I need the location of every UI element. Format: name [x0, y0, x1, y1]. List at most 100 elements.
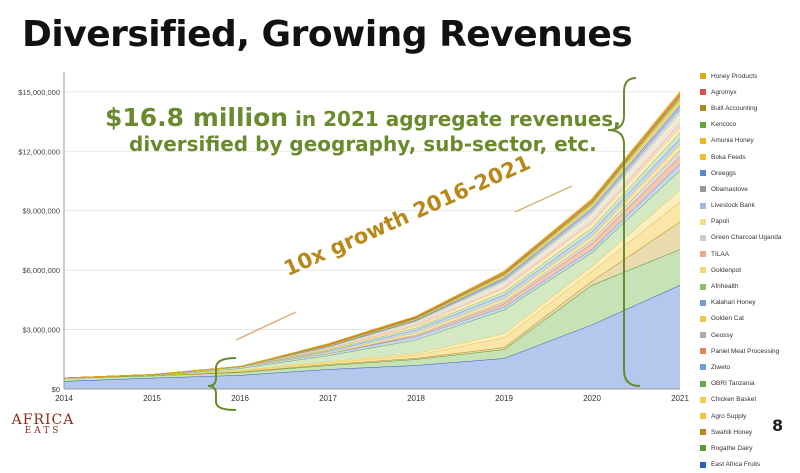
legend-entry: Amunia Honey: [700, 133, 800, 149]
legend-entry: Green Charcoal Uganda: [700, 230, 800, 246]
x-tick-label: 2017: [319, 394, 337, 403]
x-tick-label: 2019: [495, 394, 513, 403]
legend-swatch: [700, 154, 706, 161]
legend-entry: Honey Products: [700, 68, 800, 84]
legend-entry: Papoli: [700, 214, 800, 230]
legend-label: Agromyx: [711, 88, 737, 96]
legend-swatch: [700, 445, 706, 452]
legend-swatch: [700, 89, 706, 96]
legend-label: Geossy: [711, 331, 734, 339]
stacked-areas: [63, 91, 681, 389]
legend-label: Livestock Bank: [711, 202, 755, 210]
legend-entry: East Africa Fruits: [700, 457, 800, 473]
legend-entry: Paniel Meat Processing: [700, 343, 800, 359]
legend-label: East Africa Fruits: [711, 461, 761, 469]
growth-arrow-line-right: [514, 185, 573, 213]
legend-swatch: [700, 315, 706, 322]
legend-swatch: [700, 251, 706, 258]
logo-top-text: AFRICA: [11, 412, 75, 428]
callout-amount: $16.8 million: [105, 103, 289, 132]
y-tick-label: $15,000,000: [18, 88, 60, 97]
legend-swatch: [700, 73, 706, 80]
legend-entry: Rogathe Dairy: [700, 440, 800, 456]
bracket-2021: [607, 77, 641, 387]
callout-line-2: diversified by geography, sub-sector, et…: [129, 132, 597, 156]
legend-swatch: [700, 461, 706, 468]
legend-label: Boka Feeds: [711, 153, 746, 161]
y-tick-label: $6,000,000: [22, 266, 60, 275]
page-number: 8: [772, 416, 784, 435]
legend-label: Oreeggs: [711, 169, 736, 177]
legend-swatch: [700, 267, 706, 274]
legend-entry: Livestock Bank: [700, 198, 800, 214]
legend-entry: Afrihealth: [700, 278, 800, 294]
legend-entry: Geossy: [700, 327, 800, 343]
y-tick-label: $12,000,000: [18, 147, 60, 156]
revenue-area-chart: $0 $3,000,000 $6,000,000 $9,000,000 $12,000,…: [18, 72, 689, 411]
legend-label: Kalahari Honey: [711, 299, 756, 307]
legend-label: Chicken Basket: [711, 396, 757, 404]
legend-label: Obamastove: [711, 185, 748, 193]
legend-label: Rogathe Dairy: [711, 444, 753, 452]
legend-swatch: [700, 121, 706, 128]
chart-annotations: [207, 77, 641, 411]
legend-swatch: [700, 105, 706, 112]
legend-label: Agro Supply: [711, 412, 747, 420]
x-tick-label: 2014: [55, 394, 73, 403]
x-tick-label: 2021: [671, 394, 689, 403]
legend-label: TILAA: [711, 250, 730, 258]
legend-entry: Chicken Basket: [700, 392, 800, 408]
logo-bottom-text: EATS: [24, 426, 62, 436]
legend-entry: Ziweto: [700, 359, 800, 375]
revenue-callout: $16.8 million in 2021 aggregate revenues…: [105, 103, 621, 156]
y-tick-label: $3,000,000: [22, 326, 60, 335]
legend-label: Built Accounting: [711, 104, 758, 112]
x-tick-label: 2015: [143, 394, 161, 403]
legend-swatch: [700, 170, 706, 177]
legend-label: Swahili Honey: [711, 428, 753, 436]
x-tick-label: 2018: [407, 394, 425, 403]
growth-arrow-line-left: [235, 311, 297, 341]
area-series: [64, 249, 680, 382]
legend-swatch: [700, 332, 706, 339]
legend-swatch: [700, 364, 706, 371]
legend-swatch: [700, 429, 706, 436]
legend-entry: Agro Supply: [700, 408, 800, 424]
y-tick-label: $0: [52, 385, 60, 394]
legend-label: Goldenpot: [711, 266, 741, 274]
legend-entry: TILAA: [700, 246, 800, 262]
legend-entry: Agromyx: [700, 84, 800, 100]
legend-label: Green Charcoal Uganda: [711, 234, 782, 242]
legend-entry: Built Accounting: [700, 100, 800, 116]
legend-swatch: [700, 218, 706, 225]
legend-swatch: [700, 413, 706, 420]
legend-entry: Kalahari Honey: [700, 295, 800, 311]
bracket-2016: [207, 357, 237, 411]
legend-swatch: [700, 299, 706, 306]
legend-label: Papoli: [711, 218, 730, 226]
legend-entry: Goldenpot: [700, 262, 800, 278]
legend-label: Honey Products: [711, 72, 758, 80]
x-tick-label: 2016: [231, 394, 249, 403]
legend-swatch: [700, 396, 706, 403]
legend-swatch: [700, 137, 706, 144]
callout-line-1: $16.8 million in 2021 aggregate revenues…: [105, 103, 621, 132]
legend-label: Golden Cat: [711, 315, 744, 323]
legend-entry: OBRI Tanzania: [700, 376, 800, 392]
area-series-line: [63, 91, 681, 379]
x-tick-label: 2020: [583, 394, 601, 403]
legend-label: OBRI Tanzania: [711, 380, 755, 388]
legend-entry: Obamastove: [700, 181, 800, 197]
africa-eats-logo: AFRICA EATS: [8, 412, 78, 436]
chart-legend: Honey Products Agromyx Built Accounting Ken…: [700, 68, 800, 473]
area-series: [64, 138, 680, 379]
legend-swatch: [700, 234, 706, 241]
callout-line-1-rest: in 2021 aggregate revenues,: [288, 107, 621, 131]
legend-label: Afrihealth: [711, 283, 739, 291]
legend-entry: Boka Feeds: [700, 149, 800, 165]
legend-swatch: [700, 380, 706, 387]
chart-axes: $0 $3,000,000 $6,000,000 $9,000,000 $12,000,…: [18, 72, 689, 403]
legend-entry: Golden Cat: [700, 311, 800, 327]
legend-swatch: [700, 348, 706, 355]
legend-swatch: [700, 202, 706, 209]
